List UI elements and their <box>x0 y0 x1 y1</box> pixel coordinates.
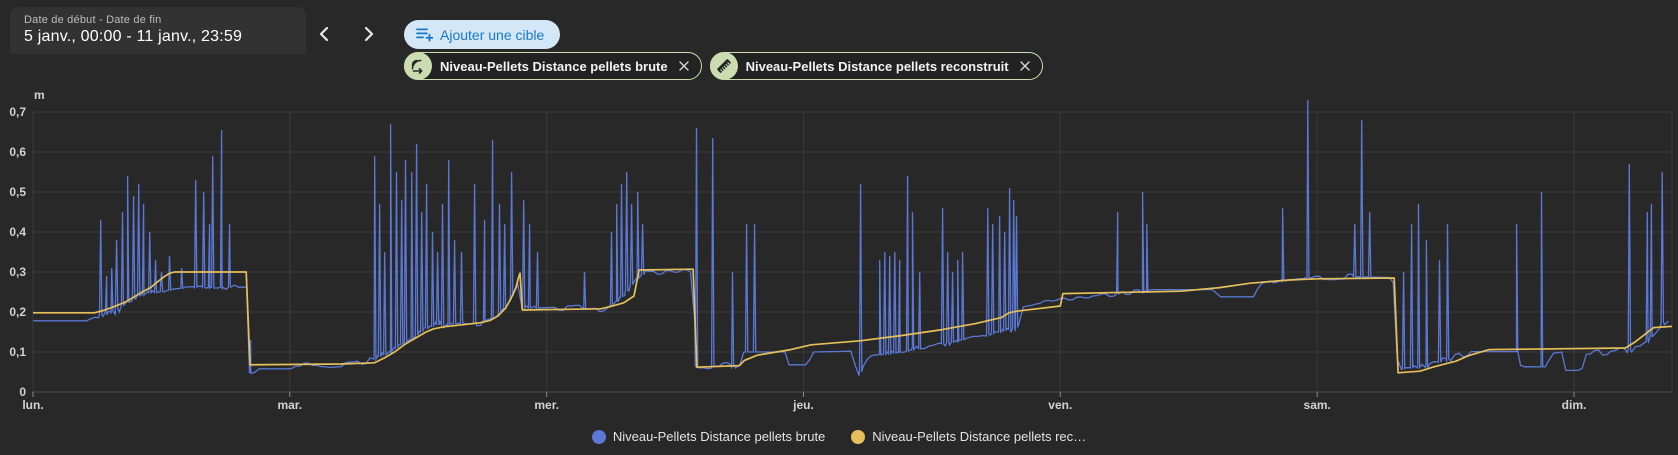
series-color-dot <box>851 429 866 444</box>
svg-text:ven.: ven. <box>1048 398 1072 412</box>
svg-text:0,6: 0,6 <box>9 145 26 159</box>
svg-text:0,1: 0,1 <box>9 345 26 359</box>
add-target-button[interactable]: Ajouter une cible <box>404 20 561 49</box>
chip-label: Niveau-Pellets Distance pellets reconstr… <box>745 58 1009 74</box>
legend-label: Niveau-Pellets Distance pellets rec… <box>872 429 1087 444</box>
close-icon[interactable] <box>676 58 692 74</box>
svg-text:0,4: 0,4 <box>9 225 26 239</box>
chevron-right-icon <box>364 26 375 42</box>
close-icon[interactable] <box>1017 58 1033 74</box>
chevron-left-icon <box>318 26 329 42</box>
svg-text:0,7: 0,7 <box>9 105 26 119</box>
svg-text:m: m <box>34 88 45 102</box>
svg-text:lun.: lun. <box>22 398 43 412</box>
ruler-icon <box>709 52 738 80</box>
chart-legend: Niveau-Pellets Distance pellets brute Ni… <box>0 429 1678 444</box>
chip-label: Niveau-Pellets Distance pellets brute <box>440 58 668 74</box>
svg-text:dim.: dim. <box>1562 398 1587 412</box>
legend-label: Niveau-Pellets Distance pellets brute <box>612 429 826 444</box>
legend-item-brute[interactable]: Niveau-Pellets Distance pellets brute <box>591 429 826 444</box>
chip-distance-pellets-brute[interactable]: Niveau-Pellets Distance pellets brute <box>404 52 702 80</box>
legend-item-reconstruit[interactable]: Niveau-Pellets Distance pellets rec… <box>851 429 1086 444</box>
target-chips-row: Niveau-Pellets Distance pellets brute Ni… <box>404 52 1043 80</box>
svg-text:0,5: 0,5 <box>9 185 26 199</box>
svg-text:mer.: mer. <box>534 398 559 412</box>
previous-period-button[interactable] <box>305 16 341 52</box>
chip-distance-pellets-reconstruit[interactable]: Niveau-Pellets Distance pellets reconstr… <box>709 52 1043 80</box>
svg-text:0: 0 <box>19 385 26 399</box>
date-range-field[interactable]: Date de début - Date de fin 5 janv., 00:… <box>10 7 306 54</box>
add-target-label: Ajouter une cible <box>440 26 545 43</box>
svg-text:0,3: 0,3 <box>9 265 26 279</box>
svg-text:sam.: sam. <box>1304 398 1331 412</box>
playlist-plus-icon <box>416 27 433 42</box>
date-range-value: 5 janv., 00:00 - 11 janv., 23:59 <box>24 28 243 45</box>
next-period-button[interactable] <box>351 16 387 52</box>
series-color-dot <box>591 429 606 444</box>
svg-text:0,2: 0,2 <box>9 305 26 319</box>
svg-text:jeu.: jeu. <box>792 398 814 412</box>
date-range-label: Date de début - Date de fin <box>24 14 162 26</box>
signal-distance-icon <box>404 52 432 80</box>
svg-text:mar.: mar. <box>277 398 302 412</box>
